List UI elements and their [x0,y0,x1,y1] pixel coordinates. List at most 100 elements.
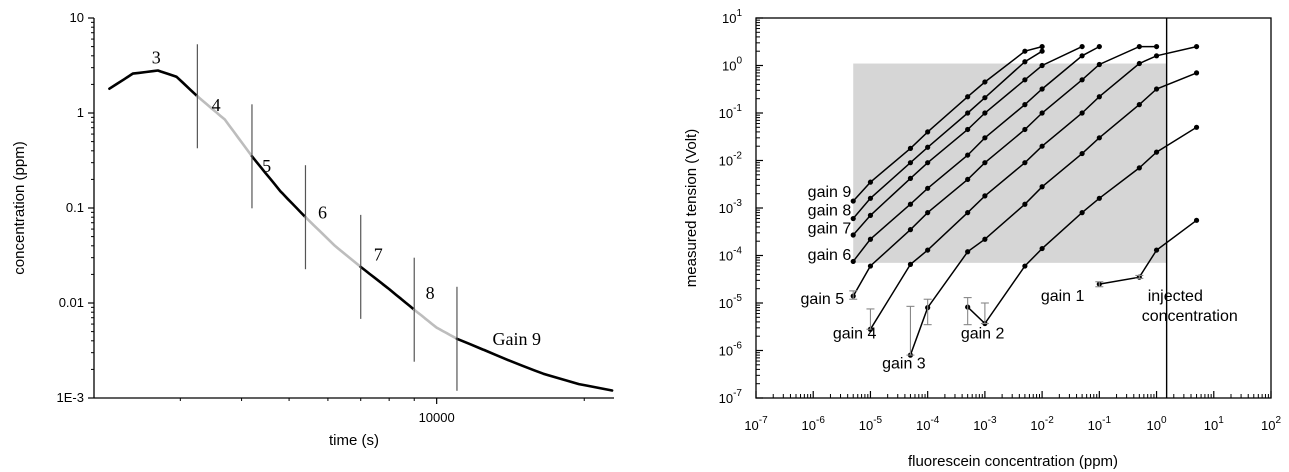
left-curve [108,69,614,392]
annotation-gain-4: gain 4 [833,325,877,342]
left-x-tick-label-0: 10000 [419,410,455,425]
right-y-tick-label-7: 100 [722,56,742,74]
right-y-tick-label-5: 10-2 [719,151,743,169]
curve-segment-7 [455,337,614,392]
annotation-gain-9: gain 9 [808,184,852,201]
right-y-tick-label-3: 10-4 [719,246,743,264]
segment-label-7: Gain 9 [493,329,542,349]
data-point [1193,43,1200,50]
data-point [925,210,931,216]
data-point [867,263,874,269]
right-y-axis-title: measured tension (Volt) [683,129,700,287]
data-point [982,236,988,242]
data-point [1022,102,1028,108]
data-point [982,160,988,166]
data-point [965,249,971,255]
series-gain-7 [850,43,1085,238]
data-point [1079,150,1085,157]
right-x-ticks: 10-7 10-6 10-5 10-4 10-3 10-2 10-1 100 101 102 [744,391,1281,433]
data-point [1193,217,1200,223]
data-point [1022,126,1028,133]
data-point [982,110,988,116]
segment-label-6: 8 [426,283,435,303]
right-x-tick-label-2: 10-5 [859,415,883,433]
data-point [1022,48,1028,54]
data-point [1193,70,1200,76]
left-x-axis-title: time (s) [329,432,379,449]
data-point [1022,160,1028,166]
series-gain-3 [907,70,1200,358]
left-y-tick-label-2: 0.1 [66,200,84,215]
data-point [1039,86,1045,92]
data-point [982,193,988,199]
right-y-tick-label-8: 101 [722,8,742,26]
left-segment-boundaries [196,44,458,391]
data-point [1039,110,1045,116]
left-y-axis-title: concentration (ppm) [11,141,28,274]
right-x-tick-label-9: 102 [1261,415,1281,433]
series-line [1099,219,1198,285]
data-point [850,232,856,238]
right-x-tick-label-0: 10-7 [744,415,768,433]
data-point [925,185,931,191]
right-x-tick-label-7: 100 [1147,415,1167,433]
data-point [867,179,874,185]
left-y-tick-label-0: 10 [70,10,84,25]
data-point [850,215,856,222]
right-x-tick-label-4: 10-3 [973,415,997,433]
annotation-injected: injected [1148,288,1203,305]
segment-label-3: 5 [262,156,271,176]
segment-label-1: 3 [152,48,161,68]
data-point [1193,124,1200,130]
data-point [907,261,914,267]
data-point [925,129,931,135]
data-point [1153,86,1160,92]
series-gain-5 [850,43,1160,299]
right-y-tick-label-6: 10-1 [719,103,743,121]
data-point [1096,61,1102,68]
data-point [1153,43,1160,50]
data-point [907,227,914,233]
data-point [867,212,874,218]
data-point [1136,43,1142,50]
data-point [925,247,931,253]
right-y-ticks: 10-7 10-6 10-5 10-4 10-3 10-2 10-1 100 101 [719,8,763,406]
series-line [852,45,1157,297]
data-point [1136,102,1142,108]
data-point [907,175,914,181]
data-point [925,160,931,166]
data-point [1039,43,1045,50]
data-point [1079,43,1085,50]
annotation-gain-1: gain 1 [1041,288,1085,305]
right-x-tick-label-5: 10-2 [1030,415,1054,433]
data-point [965,176,971,183]
curve-segment-5 [359,265,416,312]
annotation-gain-5: gain 5 [801,291,845,308]
right-shaded-region [853,63,1167,263]
annotation-concentration: concentration [1142,308,1238,325]
data-point [1039,62,1045,69]
data-point [1079,53,1085,59]
series-gain-9 [850,43,1045,204]
left-x-ticks: 10000 [179,398,585,425]
segment-label-4: 6 [318,202,327,222]
data-point [1039,245,1045,252]
data-point [1096,195,1102,201]
series-line [852,50,1043,219]
data-point [1039,143,1045,149]
series-line [852,45,1043,202]
annotation-gain-2: gain 2 [961,325,1005,342]
right-y-tick-label-0: 10-7 [719,388,743,406]
data-point [982,95,988,101]
annotation-gain-8: gain 8 [808,202,852,219]
annotation-gain-7: gain 7 [808,221,852,238]
data-point [1039,184,1045,190]
right-x-tick-label-1: 10-6 [802,415,826,433]
data-point [1022,263,1028,269]
data-point [1079,210,1085,216]
curve-segment-1 [108,69,199,98]
right-x-axis-title: fluorescein concentration (ppm) [908,453,1118,470]
right-error-bars [849,274,1144,356]
